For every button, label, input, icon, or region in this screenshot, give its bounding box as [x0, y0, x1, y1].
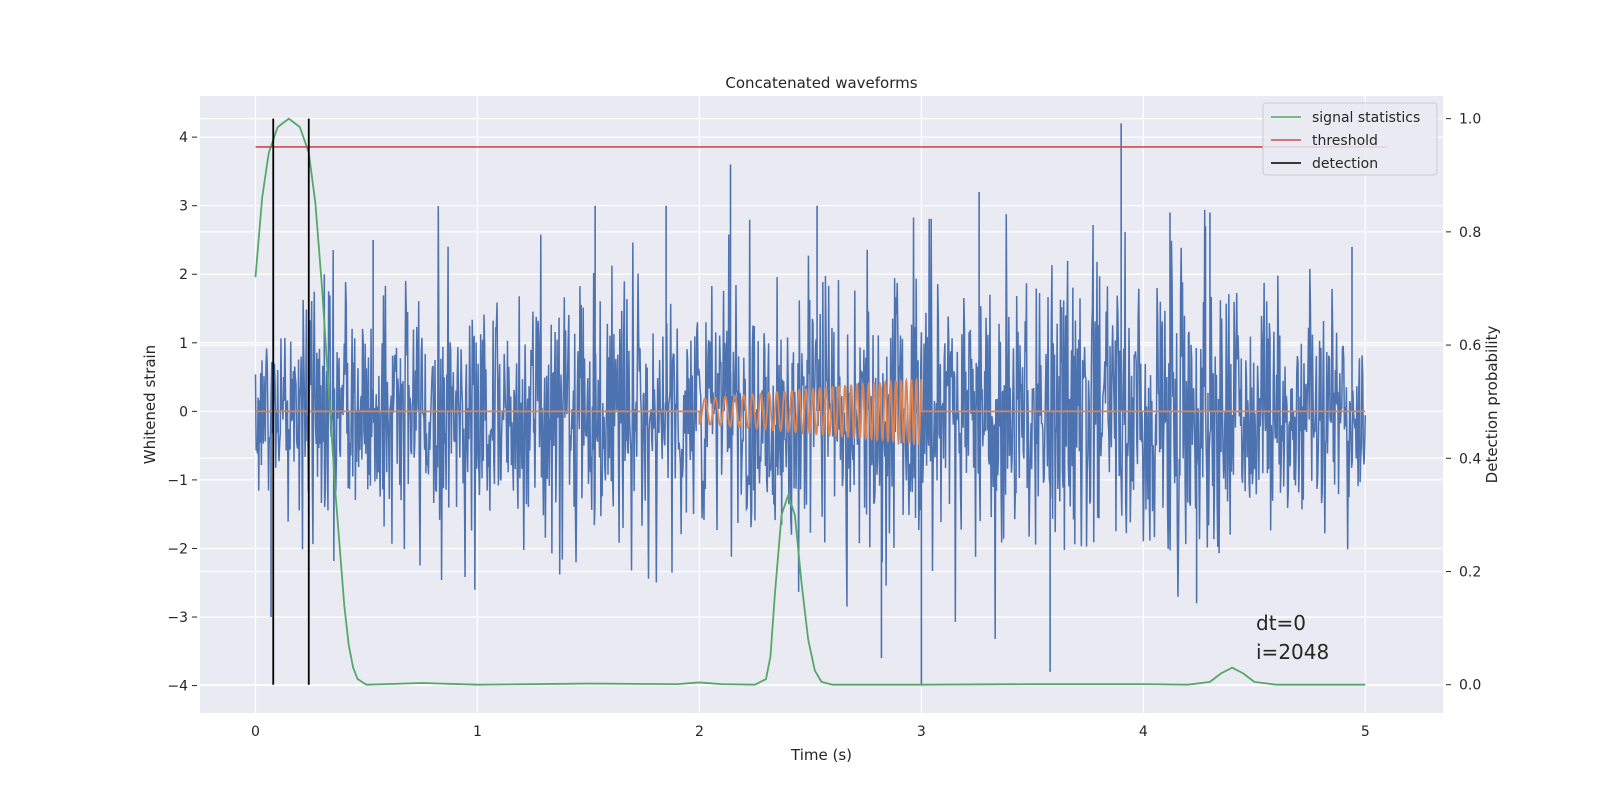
- y-tick-label-right: 1.0: [1459, 112, 1481, 128]
- x-tick-label: 1: [473, 724, 482, 740]
- chart-title: Concatenated waveforms: [725, 74, 917, 92]
- y-tick-label-left: −4: [167, 679, 188, 695]
- x-tick-label: 3: [917, 724, 926, 740]
- y-tick-label-left: 0: [179, 404, 188, 420]
- legend-label-threshold: threshold: [1312, 133, 1378, 149]
- ticks: 0 1 2 3 4 5 −4 −3 −2 −1 0 1 2 3 4 0.0 0.2 0.4 0.6 0.8 1.0: [167, 112, 1481, 740]
- legend-label-detection: detection: [1312, 156, 1378, 172]
- x-tick-label: 0: [251, 724, 260, 740]
- y-tick-label-right: 0.2: [1459, 564, 1481, 580]
- y-tick-label-left: −2: [167, 541, 188, 557]
- x-tick-label: 2: [695, 724, 704, 740]
- y-tick-label-left: 4: [179, 130, 188, 146]
- y-axis-label-left: Whitened strain: [141, 345, 159, 464]
- y-tick-label-left: 3: [179, 199, 188, 215]
- legend-label-signal: signal statistics: [1312, 110, 1420, 126]
- legend-box: [1262, 102, 1438, 176]
- y-tick-label-left: 1: [179, 336, 188, 352]
- y-tick-label-left: −3: [167, 610, 188, 626]
- y-tick-label-left: −1: [167, 473, 188, 489]
- x-axis-label: Time (s): [790, 746, 852, 764]
- annotation-i: i=2048: [1256, 640, 1329, 664]
- signal-statistics-line: [254, 117, 1366, 686]
- y-tick-label-right: 0.0: [1459, 678, 1481, 694]
- injected-chirp-line: [255, 377, 1366, 447]
- series-layer: [254, 117, 1388, 686]
- y-tick-label-left: 2: [179, 267, 188, 283]
- x-tick-label: 4: [1139, 724, 1148, 740]
- legend: signal statistics threshold detection: [1262, 102, 1438, 176]
- y-axis-label-right: Detection probability: [1483, 326, 1501, 484]
- x-tick-label: 5: [1361, 724, 1370, 740]
- annotation-dt: dt=0: [1256, 611, 1306, 635]
- y-tick-label-right: 0.4: [1459, 451, 1481, 467]
- strain-noise-line: [254, 206, 1367, 640]
- y-tick-label-right: 0.6: [1459, 338, 1481, 354]
- y-tick-label-right: 0.8: [1459, 225, 1481, 241]
